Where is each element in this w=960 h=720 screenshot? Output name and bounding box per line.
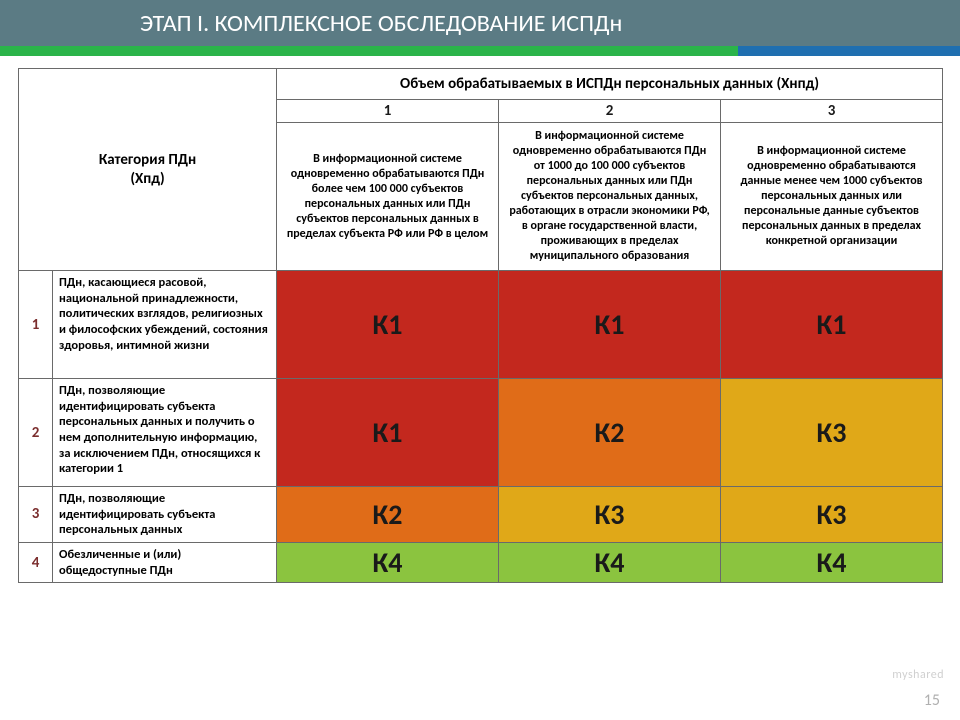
col-num-1: 1: [277, 100, 499, 123]
col-num-3: 3: [721, 100, 943, 123]
cell-1-1: К1: [277, 271, 499, 379]
cell-1-2: К1: [499, 271, 721, 379]
slide: ЭТАП I. КОМПЛЕКСНОЕ ОБСЛЕДОВАНИЕ ИСПДн К…: [0, 0, 960, 720]
cell-3-1: К2: [277, 487, 499, 543]
row-num-2: 2: [19, 379, 53, 487]
cell-2-3: К3: [721, 379, 943, 487]
col-num-2: 2: [499, 100, 721, 123]
col-axis-header: Объем обрабатываемых в ИСПДн персональны…: [277, 69, 943, 100]
data-row-3: 3 ПДн, позволяющие идентифицировать субъ…: [19, 487, 943, 543]
content-area: Категория ПДн (Хпд) Объем обрабатываемых…: [0, 56, 960, 583]
row-desc-1: ПДн, касающиеся расовой, национальной пр…: [53, 271, 277, 379]
row-axis-header-l1: Категория ПДн: [27, 151, 268, 170]
accent-blue: [738, 46, 960, 56]
row-axis-header-l2: (Хпд): [27, 170, 268, 189]
accent-green: [0, 46, 738, 56]
cell-4-2: К4: [499, 542, 721, 582]
col-desc-3: В информационной системе одновременно об…: [721, 123, 943, 271]
classification-table: Категория ПДн (Хпд) Объем обрабатываемых…: [18, 68, 943, 583]
data-row-1: 1 ПДн, касающиеся расовой, национальной …: [19, 271, 943, 379]
row-num-1: 1: [19, 271, 53, 379]
row-num-4: 4: [19, 542, 53, 582]
row-num-3: 3: [19, 487, 53, 543]
col-desc-1: В информационной системе одновременно об…: [277, 123, 499, 271]
header-row-1: Категория ПДн (Хпд) Объем обрабатываемых…: [19, 69, 943, 100]
accent-strip: [0, 46, 960, 56]
col-desc-2: В информационной системе одновременно об…: [499, 123, 721, 271]
page-number: 15: [924, 691, 940, 710]
cell-3-3: К3: [721, 487, 943, 543]
data-row-2: 2 ПДн, позволяющие идентифицировать субъ…: [19, 379, 943, 487]
cell-1-3: К1: [721, 271, 943, 379]
row-axis-header: Категория ПДн (Хпд): [19, 69, 277, 271]
row-desc-3: ПДн, позволяющие идентифицировать субъек…: [53, 487, 277, 543]
row-desc-2: ПДн, позволяющие идентифицировать субъек…: [53, 379, 277, 487]
slide-title: ЭТАП I. КОМПЛЕКСНОЕ ОБСЛЕДОВАНИЕ ИСПДн: [140, 9, 622, 38]
watermark: myshared: [892, 668, 944, 682]
row-desc-4: Обезличенные и (или) общедоступные ПДн: [53, 542, 277, 582]
slide-title-bar: ЭТАП I. КОМПЛЕКСНОЕ ОБСЛЕДОВАНИЕ ИСПДн: [0, 0, 960, 46]
cell-4-3: К4: [721, 542, 943, 582]
cell-2-2: К2: [499, 379, 721, 487]
cell-4-1: К4: [277, 542, 499, 582]
cell-3-2: К3: [499, 487, 721, 543]
cell-2-1: К1: [277, 379, 499, 487]
data-row-4: 4 Обезличенные и (или) общедоступные ПДн…: [19, 542, 943, 582]
